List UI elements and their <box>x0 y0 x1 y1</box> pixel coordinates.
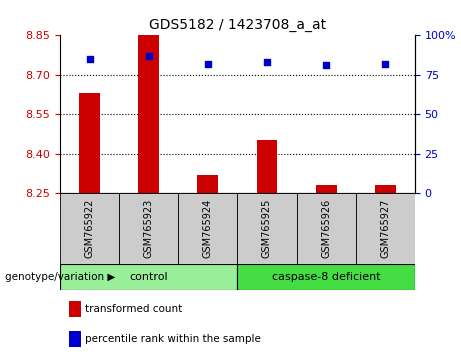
Point <box>145 53 152 59</box>
Bar <box>356 193 415 264</box>
Text: GSM765925: GSM765925 <box>262 199 272 258</box>
Text: GSM765923: GSM765923 <box>144 199 154 258</box>
Text: genotype/variation ▶: genotype/variation ▶ <box>5 272 115 282</box>
Bar <box>60 193 119 264</box>
Bar <box>79 93 100 193</box>
Text: caspase-8 deficient: caspase-8 deficient <box>272 272 380 282</box>
Bar <box>257 141 278 193</box>
Bar <box>237 193 296 264</box>
Bar <box>316 185 337 193</box>
Text: control: control <box>130 272 168 282</box>
Point <box>382 61 389 67</box>
Point <box>322 63 330 68</box>
Bar <box>237 264 415 290</box>
Text: GSM765927: GSM765927 <box>380 199 390 258</box>
Point <box>86 56 93 62</box>
Title: GDS5182 / 1423708_a_at: GDS5182 / 1423708_a_at <box>149 18 326 32</box>
Text: GSM765926: GSM765926 <box>321 199 331 258</box>
Point <box>204 61 212 67</box>
Bar <box>197 175 218 193</box>
Text: GSM765922: GSM765922 <box>84 199 95 258</box>
Text: transformed count: transformed count <box>85 304 183 314</box>
Point <box>263 59 271 65</box>
Bar <box>60 264 237 290</box>
Bar <box>375 185 396 193</box>
Bar <box>178 193 237 264</box>
Text: percentile rank within the sample: percentile rank within the sample <box>85 334 261 344</box>
Bar <box>138 35 159 193</box>
Text: GSM765924: GSM765924 <box>203 199 213 258</box>
Bar <box>119 193 178 264</box>
Bar <box>296 193 356 264</box>
